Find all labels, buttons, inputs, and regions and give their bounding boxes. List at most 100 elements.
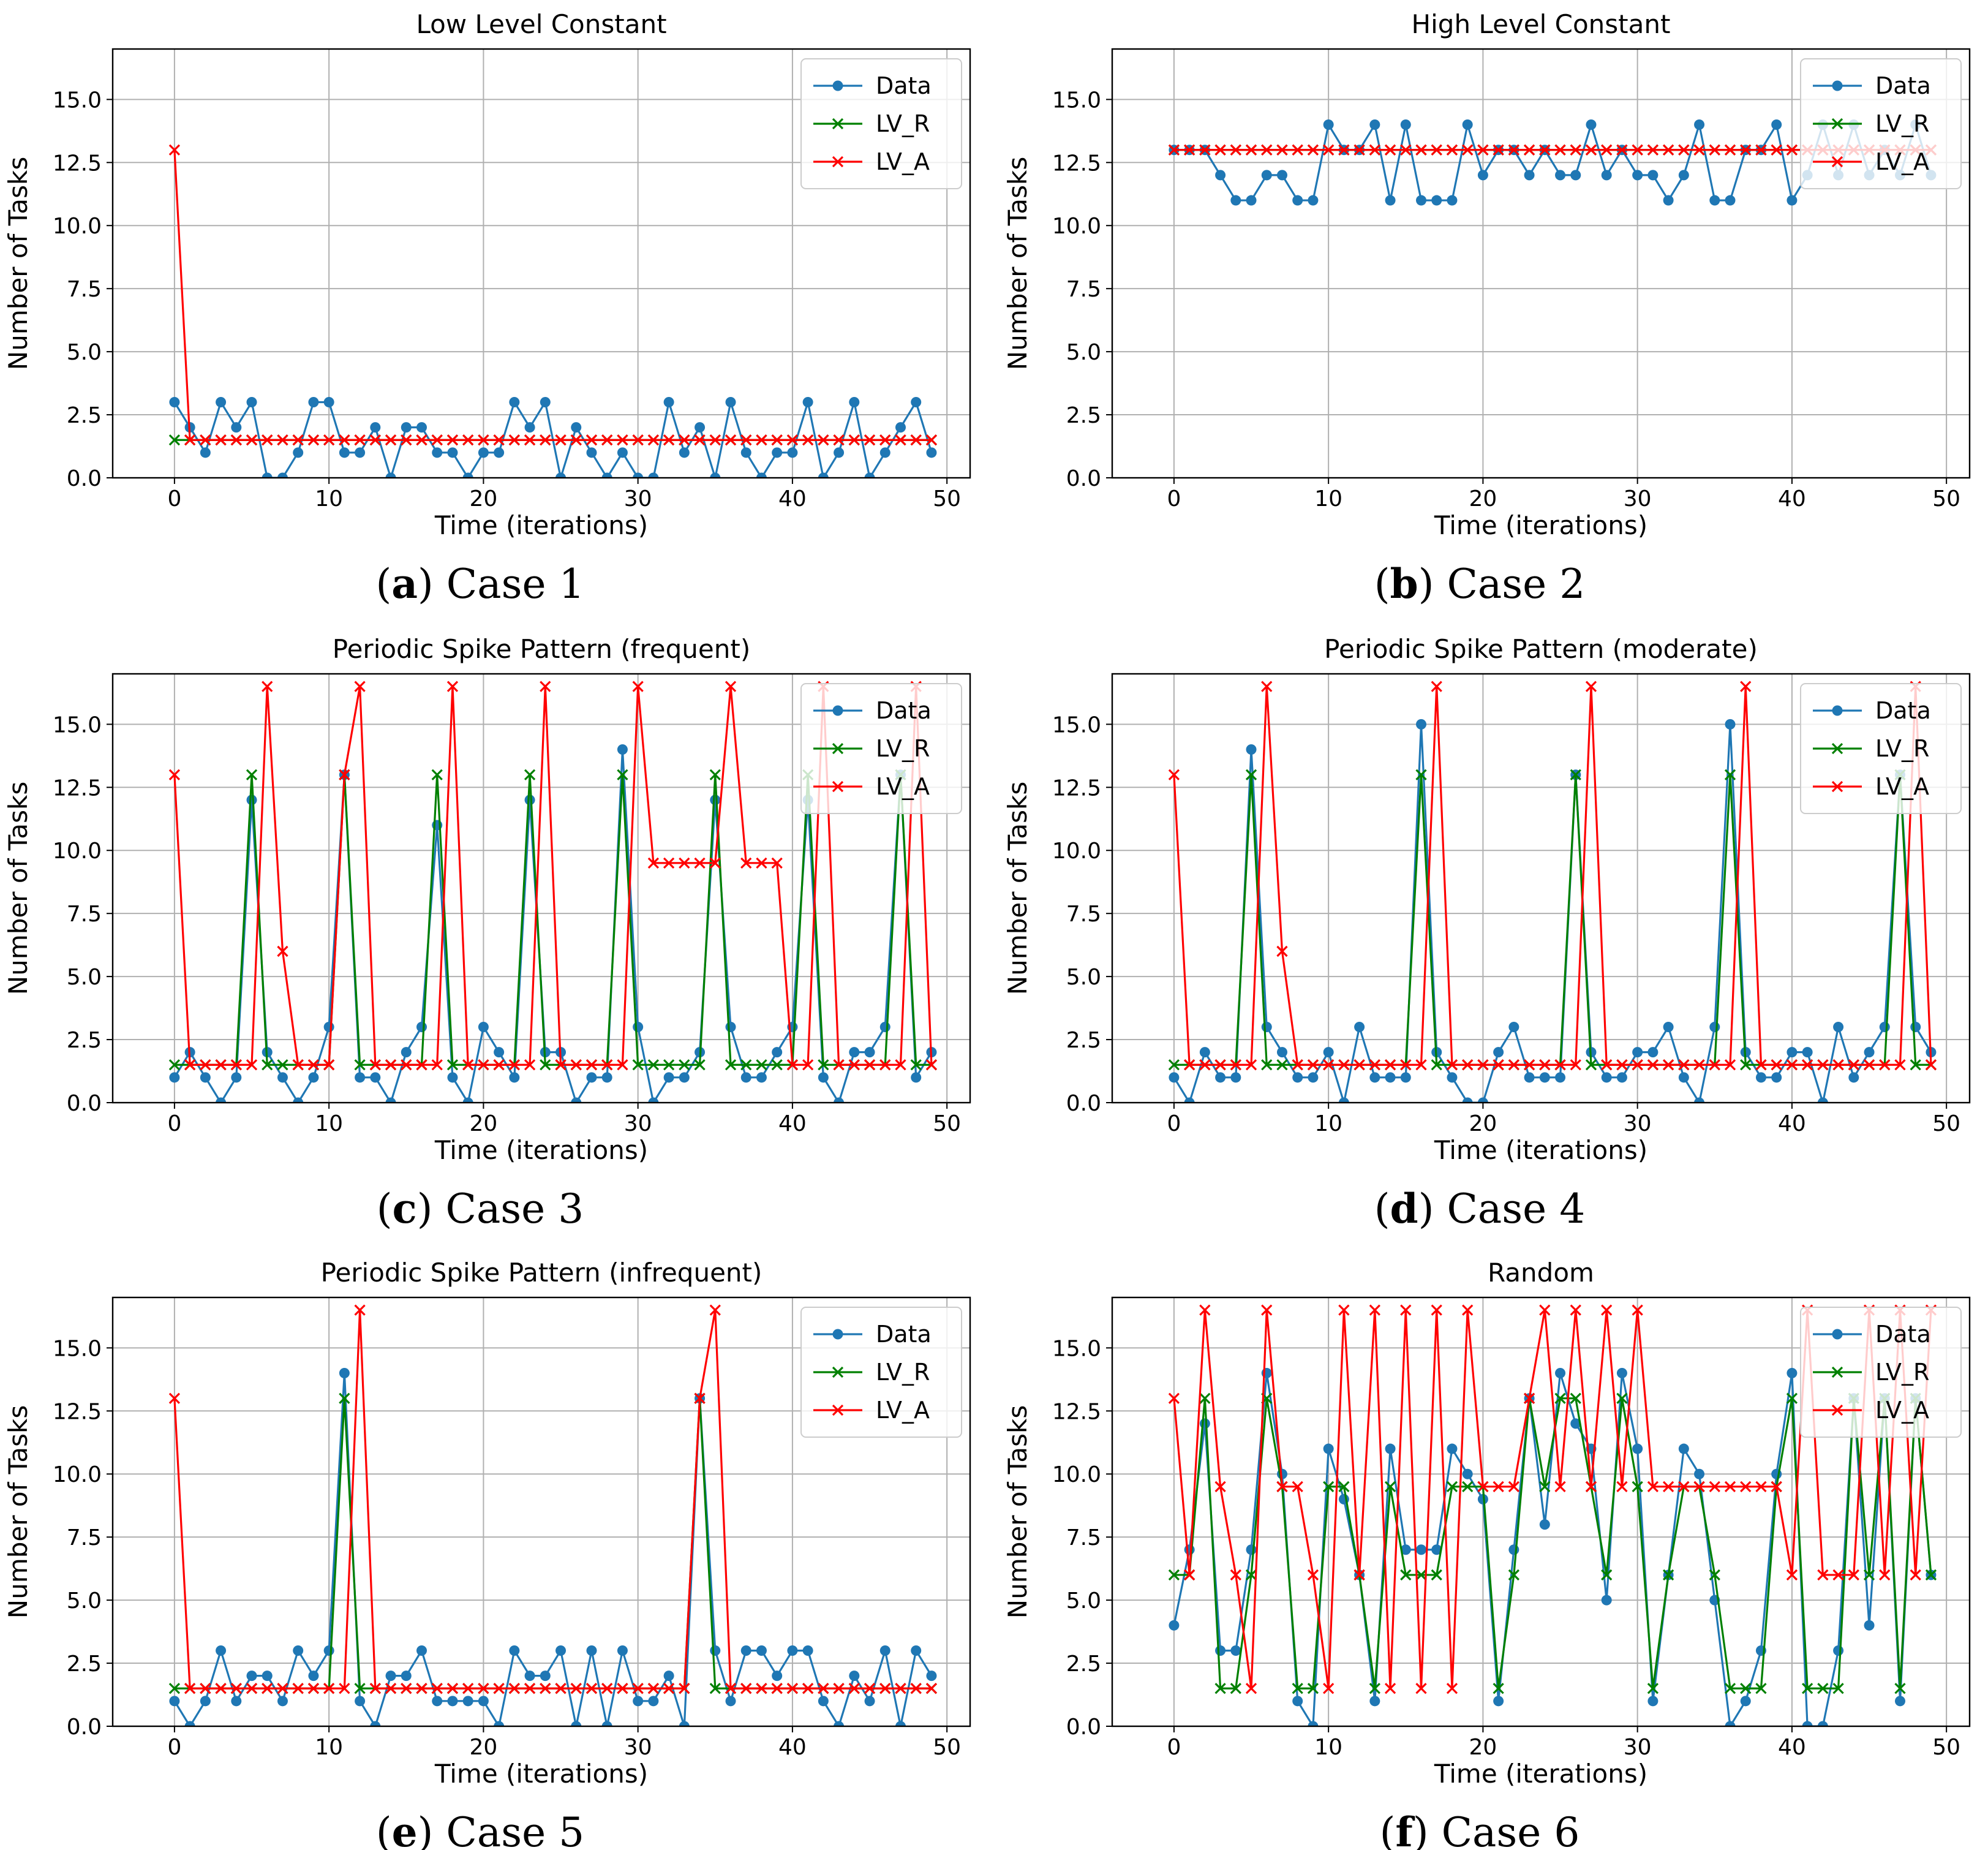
data-point [1555, 1368, 1566, 1379]
data-point [632, 434, 644, 446]
data-point [1787, 1368, 1798, 1379]
data-point [1523, 1392, 1535, 1404]
data-point [401, 1059, 412, 1071]
data-point [1632, 1047, 1643, 1058]
y-axis-label: Number of Tasks [1003, 157, 1033, 370]
data-point [648, 472, 659, 478]
y-axis-label: Number of Tasks [1003, 782, 1033, 995]
data-point [1245, 769, 1257, 780]
data-point [215, 1683, 227, 1694]
data-point [647, 857, 660, 869]
legend-marker [1831, 118, 1843, 130]
caption-text: Case 3 [445, 1185, 584, 1233]
data-point [246, 1671, 257, 1682]
data-point [1183, 1569, 1195, 1581]
data-point [246, 795, 257, 806]
data-point [1168, 1059, 1180, 1071]
data-point [709, 434, 721, 446]
legend-marker [1832, 80, 1843, 91]
data-point [740, 857, 752, 869]
data-point [586, 1645, 597, 1656]
data-point [1601, 1595, 1612, 1606]
data-point [1323, 1059, 1335, 1071]
data-point [339, 769, 350, 780]
y-tick-label: 7.5 [1066, 1525, 1101, 1550]
data-point [385, 1097, 396, 1103]
legend-label: LV_A [876, 1397, 930, 1424]
legend: Data LV_R LV_A [800, 1307, 962, 1438]
data-point [1477, 1097, 1488, 1103]
y-tick-label: 15.0 [1052, 712, 1101, 738]
data-point [1261, 1021, 1272, 1032]
data-point [633, 472, 644, 478]
data-point [663, 396, 674, 407]
data-point [1523, 1059, 1535, 1071]
data-point [1199, 144, 1211, 156]
y-tick-label: 0.0 [1066, 1091, 1101, 1116]
caption-letter: a [391, 560, 418, 608]
data-point [725, 681, 737, 692]
data-point [802, 1683, 814, 1694]
data-point [1817, 1569, 1829, 1581]
data-point [1663, 195, 1674, 206]
data-point [1570, 144, 1581, 156]
data-point [648, 1097, 659, 1103]
data-point [926, 447, 937, 458]
data-point [1462, 1481, 1474, 1492]
data-point [1214, 1481, 1226, 1492]
data-point [1647, 1696, 1659, 1707]
data-point [601, 1683, 613, 1694]
data-point [354, 1683, 366, 1694]
data-point [1616, 1072, 1627, 1083]
x-tick-label: 20 [1469, 1111, 1497, 1136]
data-point [1415, 1569, 1427, 1581]
data-point [184, 434, 196, 446]
y-tick-label: 12.5 [53, 1399, 102, 1424]
data-point [1385, 195, 1396, 206]
data-point [1709, 1059, 1720, 1071]
legend-label: LV_A [876, 773, 930, 800]
x-tick-label: 40 [778, 486, 807, 512]
data-point [323, 1683, 335, 1694]
data-point [385, 1671, 396, 1682]
data-point [818, 434, 829, 446]
data-point [494, 1047, 505, 1058]
data-point [355, 1072, 366, 1083]
data-point [1662, 1569, 1674, 1581]
data-point [1601, 1059, 1613, 1071]
data-point [834, 447, 845, 458]
data-point [323, 1059, 335, 1071]
x-tick-label: 0 [167, 1735, 181, 1760]
data-point [1601, 170, 1612, 181]
data-point [1662, 144, 1674, 156]
data-point [617, 1683, 628, 1694]
plot-frame [111, 1296, 971, 1727]
legend-marker [832, 156, 844, 168]
data-point [432, 1696, 443, 1707]
data-point [462, 1696, 473, 1707]
data-point [401, 434, 412, 446]
data-point [293, 1097, 304, 1103]
data-point [1400, 1072, 1411, 1083]
data-point [756, 1645, 767, 1656]
data-point [1694, 1468, 1705, 1479]
data-point [786, 434, 799, 446]
data-point [694, 857, 706, 869]
data-point [1632, 1059, 1643, 1071]
data-point [323, 434, 335, 446]
data-point [277, 1683, 288, 1694]
data-point [508, 1683, 520, 1694]
x-tick-label: 10 [1314, 486, 1342, 512]
data-point [1400, 119, 1411, 130]
data-point [385, 1059, 397, 1071]
data-point [431, 769, 443, 780]
plot-frame [1111, 673, 1971, 1104]
data-point [1694, 119, 1705, 130]
y-tick-label: 0.0 [67, 466, 102, 491]
data-point [1384, 1683, 1396, 1694]
data-point [1601, 144, 1613, 156]
data-point [354, 1304, 366, 1316]
data-point [1771, 119, 1782, 130]
data-point [555, 434, 567, 446]
